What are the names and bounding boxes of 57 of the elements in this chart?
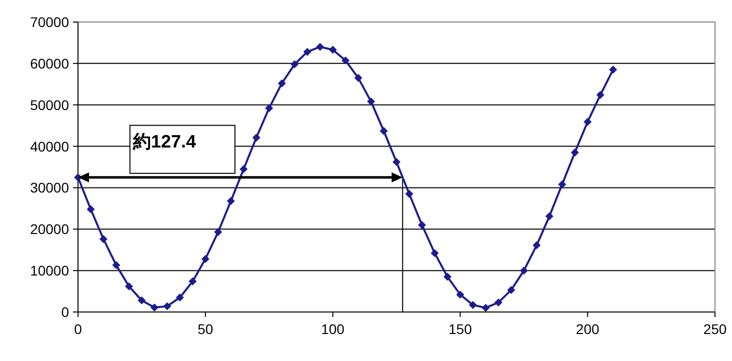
point bbox=[188, 277, 197, 286]
annotation: 約127.4 bbox=[132, 131, 196, 152]
x-tick-label: 200 bbox=[576, 321, 600, 337]
point bbox=[443, 272, 452, 281]
point bbox=[176, 294, 184, 302]
y-tick-label: 20000 bbox=[30, 221, 70, 238]
point bbox=[405, 190, 414, 198]
point bbox=[99, 235, 108, 244]
point bbox=[609, 66, 618, 74]
point bbox=[86, 205, 95, 214]
y-tick-label: 60000 bbox=[30, 55, 70, 72]
point bbox=[290, 60, 299, 68]
y-tick-label: 0 bbox=[61, 304, 70, 320]
point bbox=[214, 228, 222, 236]
point bbox=[507, 286, 516, 294]
point bbox=[278, 79, 286, 88]
point bbox=[138, 296, 146, 304]
point bbox=[392, 158, 400, 166]
point bbox=[124, 282, 133, 290]
point bbox=[494, 298, 502, 306]
point bbox=[252, 134, 260, 142]
point bbox=[584, 118, 592, 126]
x-tick-label: 0 bbox=[74, 321, 82, 337]
point bbox=[430, 249, 439, 258]
point bbox=[265, 104, 274, 112]
x-tick-label: 50 bbox=[198, 321, 214, 337]
point bbox=[163, 302, 172, 310]
point bbox=[520, 266, 528, 275]
point bbox=[112, 261, 120, 270]
x-tick-label: 100 bbox=[321, 321, 345, 337]
point bbox=[367, 98, 376, 106]
y-tick-label: 50000 bbox=[30, 96, 70, 113]
point bbox=[532, 241, 541, 250]
point bbox=[456, 290, 464, 299]
point bbox=[354, 74, 362, 82]
point bbox=[570, 148, 579, 156]
point bbox=[342, 56, 350, 65]
point bbox=[482, 304, 490, 312]
point bbox=[418, 221, 426, 229]
point bbox=[380, 126, 388, 135]
point bbox=[596, 90, 604, 99]
point bbox=[328, 46, 337, 54]
point bbox=[150, 303, 158, 312]
point bbox=[201, 254, 210, 263]
point bbox=[226, 196, 235, 205]
point bbox=[558, 180, 566, 188]
y-tick-label: 40000 bbox=[30, 138, 70, 154]
point bbox=[468, 300, 477, 309]
y-tick-label: 70000 bbox=[30, 14, 70, 30]
point bbox=[316, 42, 324, 51]
point bbox=[545, 212, 554, 220]
x-tick-label: 250 bbox=[703, 321, 727, 337]
y-tick-label: 30000 bbox=[30, 180, 70, 196]
point bbox=[303, 48, 312, 56]
x-tick-label: 150 bbox=[448, 321, 472, 337]
y-tick-label: 10000 bbox=[30, 262, 70, 279]
point bbox=[240, 165, 248, 174]
